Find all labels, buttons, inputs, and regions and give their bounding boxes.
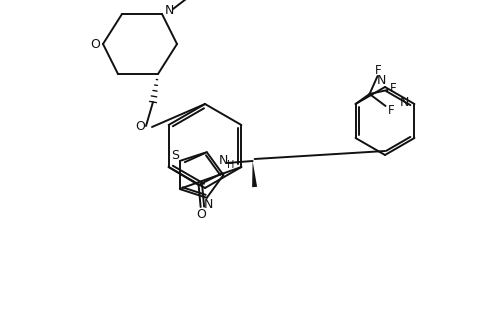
Text: F: F [388, 104, 395, 117]
Text: N: N [219, 154, 228, 167]
Text: N: N [376, 74, 386, 87]
Text: N: N [165, 4, 174, 17]
Text: H: H [227, 160, 234, 170]
Text: N: N [400, 95, 409, 108]
Text: O: O [135, 119, 145, 132]
Text: F: F [375, 64, 382, 76]
Text: O: O [90, 38, 100, 51]
Text: O: O [197, 209, 206, 222]
Text: S: S [171, 149, 179, 162]
Text: F: F [390, 82, 397, 94]
Polygon shape [252, 161, 257, 187]
Text: N: N [204, 198, 213, 211]
